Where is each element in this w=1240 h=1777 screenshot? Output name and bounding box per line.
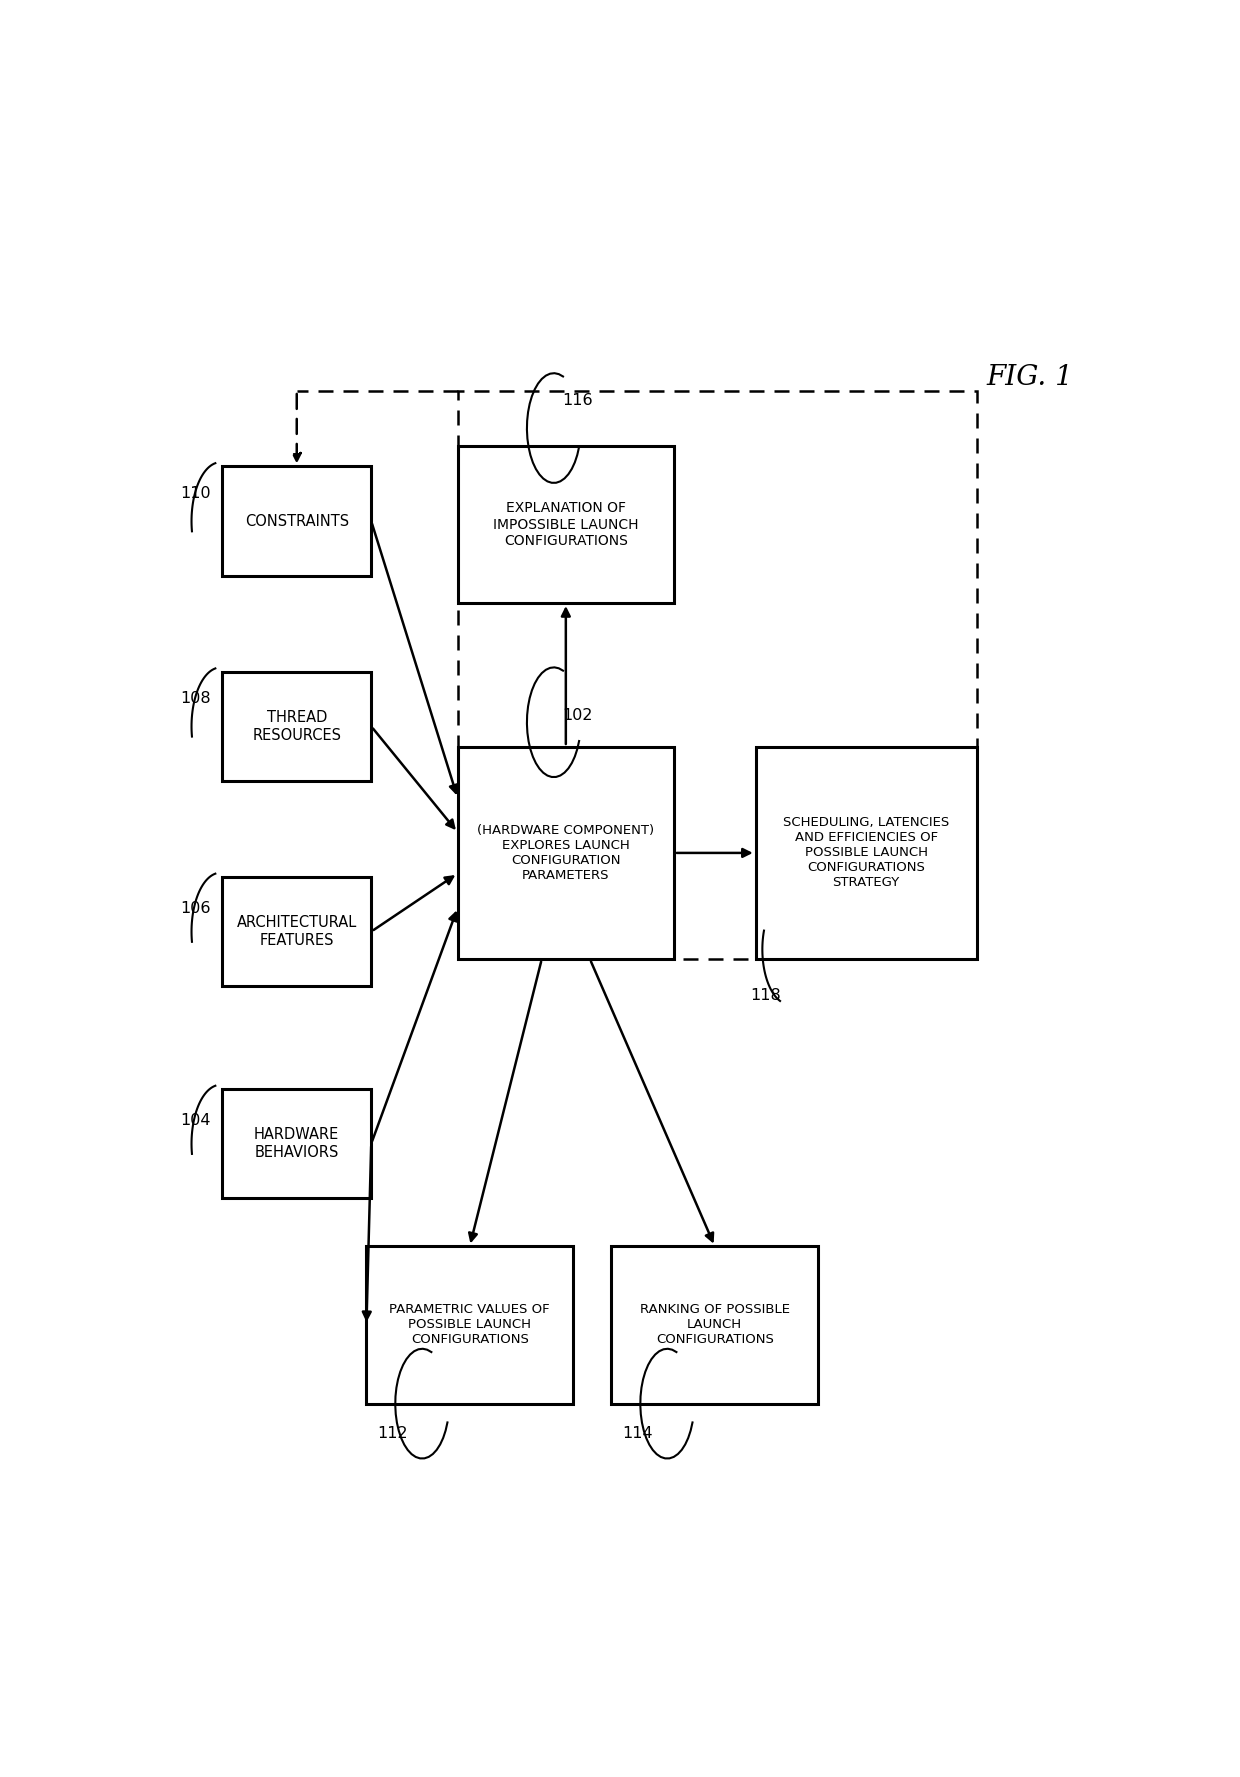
FancyBboxPatch shape (222, 1089, 371, 1198)
Text: THREAD
RESOURCES: THREAD RESOURCES (252, 711, 341, 743)
FancyBboxPatch shape (755, 746, 977, 960)
FancyBboxPatch shape (222, 876, 371, 986)
Text: 118: 118 (750, 988, 781, 1004)
Text: EXPLANATION OF
IMPOSSIBLE LAUNCH
CONFIGURATIONS: EXPLANATION OF IMPOSSIBLE LAUNCH CONFIGU… (494, 501, 639, 547)
Text: RANKING OF POSSIBLE
LAUNCH
CONFIGURATIONS: RANKING OF POSSIBLE LAUNCH CONFIGURATION… (640, 1304, 790, 1347)
Text: 116: 116 (563, 393, 593, 409)
FancyBboxPatch shape (458, 446, 675, 602)
FancyBboxPatch shape (458, 746, 675, 960)
Text: ARCHITECTURAL
FEATURES: ARCHITECTURAL FEATURES (237, 915, 357, 947)
FancyBboxPatch shape (611, 1246, 818, 1404)
Text: SCHEDULING, LATENCIES
AND EFFICIENCIES OF
POSSIBLE LAUNCH
CONFIGURATIONS
STRATEG: SCHEDULING, LATENCIES AND EFFICIENCIES O… (782, 816, 950, 890)
Text: 102: 102 (563, 707, 593, 723)
Text: 108: 108 (180, 691, 211, 707)
Text: CONSTRAINTS: CONSTRAINTS (244, 514, 348, 528)
Text: 110: 110 (180, 487, 211, 501)
Text: PARAMETRIC VALUES OF
POSSIBLE LAUNCH
CONFIGURATIONS: PARAMETRIC VALUES OF POSSIBLE LAUNCH CON… (389, 1304, 551, 1347)
Text: 104: 104 (180, 1112, 211, 1128)
Text: 114: 114 (622, 1427, 652, 1441)
Text: (HARDWARE COMPONENT)
EXPLORES LAUNCH
CONFIGURATION
PARAMETERS: (HARDWARE COMPONENT) EXPLORES LAUNCH CON… (477, 825, 655, 881)
Text: FIG. 1: FIG. 1 (986, 364, 1073, 391)
FancyBboxPatch shape (222, 466, 371, 576)
FancyBboxPatch shape (222, 672, 371, 782)
Text: 106: 106 (180, 901, 211, 915)
Text: 112: 112 (377, 1427, 408, 1441)
Text: HARDWARE
BEHAVIORS: HARDWARE BEHAVIORS (254, 1127, 340, 1160)
FancyBboxPatch shape (367, 1246, 573, 1404)
